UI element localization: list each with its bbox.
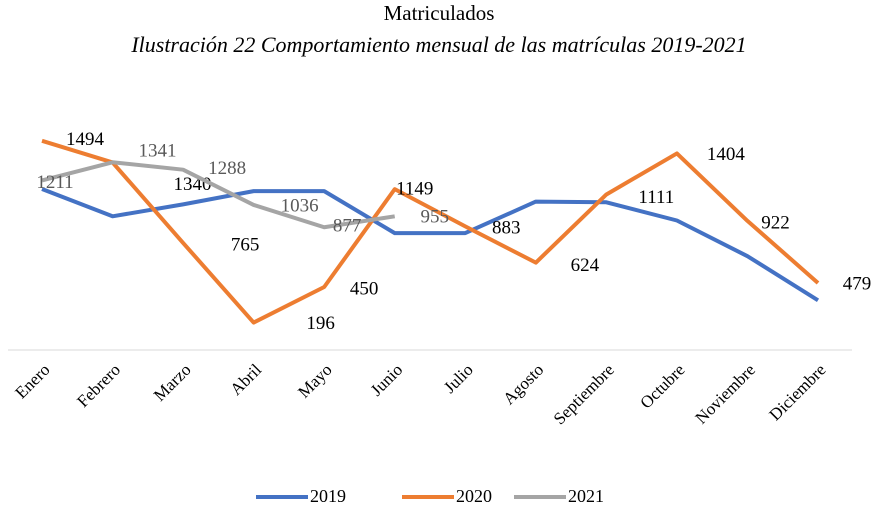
data-label: 479 <box>843 273 872 294</box>
legend-label: 2021 <box>568 486 604 506</box>
x-tick-label: Agosto <box>499 360 547 408</box>
data-label: 1211 <box>36 172 73 193</box>
data-label: 1340 <box>174 174 212 195</box>
data-label: 1111 <box>638 187 674 208</box>
series-line <box>41 138 820 325</box>
data-label: 922 <box>761 212 790 233</box>
x-tick-label: Julio <box>440 360 477 397</box>
data-label: 1036 <box>281 195 319 216</box>
x-tick-label: Mayo <box>294 360 335 401</box>
data-label: 1494 <box>66 129 105 150</box>
data-label: 1288 <box>208 158 246 179</box>
data-label: 624 <box>571 255 600 276</box>
x-tick-label: Septiembre <box>550 360 618 428</box>
data-label: 1404 <box>707 144 746 165</box>
x-tick-label: Noviembre <box>692 360 760 428</box>
series-line <box>41 160 396 230</box>
chart-title: Matriculados <box>384 1 495 25</box>
x-tick-label: Febrero <box>73 360 124 411</box>
series-line <box>41 187 820 302</box>
data-label: 450 <box>350 278 379 299</box>
data-label: 883 <box>492 218 521 239</box>
chart-subtitle: Ilustración 22 Comportamiento mensual de… <box>130 32 746 57</box>
data-label: 955 <box>420 207 449 228</box>
data-label: 877 <box>333 216 362 237</box>
legend-label: 2020 <box>456 486 492 506</box>
data-label: 196 <box>306 313 335 334</box>
data-label: 1341 <box>139 141 177 162</box>
x-tick-label: Abril <box>226 360 265 399</box>
x-tick-label: Junio <box>367 360 406 399</box>
legend-label: 2019 <box>310 486 346 506</box>
data-label: 765 <box>231 234 260 255</box>
x-tick-label: Diciembre <box>765 360 829 424</box>
x-tick-label: Octubre <box>636 360 688 412</box>
data-label: 1149 <box>396 178 433 199</box>
x-tick-label: Enero <box>11 360 53 402</box>
x-tick-label: Marzo <box>150 360 195 405</box>
